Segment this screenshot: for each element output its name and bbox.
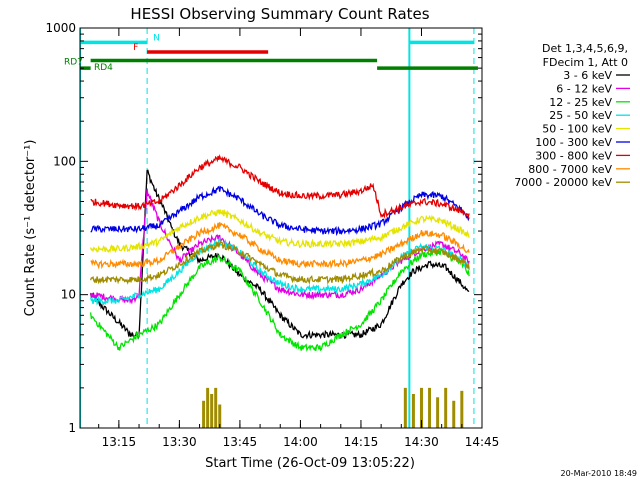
footer-timestamp: 20-Mar-2010 18:49 (561, 469, 638, 478)
legend: Det 1,3,4,5,6,9, FDecim 1, Att 0 3 - 6 k… (514, 42, 630, 189)
y-tick-label: 1000 (45, 21, 76, 35)
x-tick-label: 13:45 (223, 435, 258, 449)
x-tick-label: 13:30 (162, 435, 197, 449)
y-tick-label: 1 (68, 421, 76, 435)
series-line-1 (89, 188, 470, 305)
x-axis-label: Start Time (26-Oct-09 13:05:22) (205, 456, 415, 471)
legend-entry-label: 300 - 800 keV (535, 149, 612, 162)
chart-title: HESSI Observing Summary Count Rates (130, 5, 429, 23)
x-tick-label: 14:30 (404, 435, 439, 449)
plot-area-frame (79, 27, 483, 429)
legend-header-line-2: FDecim 1, Att 0 (543, 56, 628, 69)
legend-entry-label: 3 - 6 keV (563, 69, 612, 82)
legend-entry-label: 7000 - 20000 keV (514, 176, 612, 189)
burst-group-0 (202, 387, 222, 428)
legend-entry-label: 50 - 100 keV (542, 123, 612, 136)
legend-header-line-1: Det 1,3,4,5,6,9, (542, 42, 628, 55)
legend-entry-label: 25 - 50 keV (549, 109, 612, 122)
series-line-0 (89, 169, 470, 340)
series-line-7 (90, 222, 470, 270)
flag-label-n: N (153, 33, 160, 43)
series-line-8 (89, 240, 470, 285)
x-tick-label: 14:45 (465, 435, 500, 449)
series-line-2 (89, 248, 470, 353)
x-tick-label: 14:00 (283, 435, 318, 449)
x-tick-label: 13:15 (102, 435, 137, 449)
legend-entry-label: 100 - 300 keV (535, 136, 612, 149)
series-line-6 (90, 154, 470, 220)
y-axis-label: Count Rate (s⁻¹ detector⁻¹) (23, 140, 38, 317)
legend-entry-label: 6 - 12 keV (556, 82, 612, 95)
x-tick-label: 14:15 (344, 435, 379, 449)
flag-label-rd7: RD7 (64, 58, 83, 68)
flag-label-rd4: RD4 (94, 63, 113, 73)
series-line-4 (89, 208, 470, 254)
legend-entry-label: 12 - 25 keV (549, 96, 612, 109)
legend-entry-label: 800 - 7000 keV (528, 163, 612, 176)
flag-label-f: F (133, 43, 138, 53)
y-tick-label: 100 (53, 154, 76, 168)
y-tick-label: 10 (61, 288, 76, 302)
